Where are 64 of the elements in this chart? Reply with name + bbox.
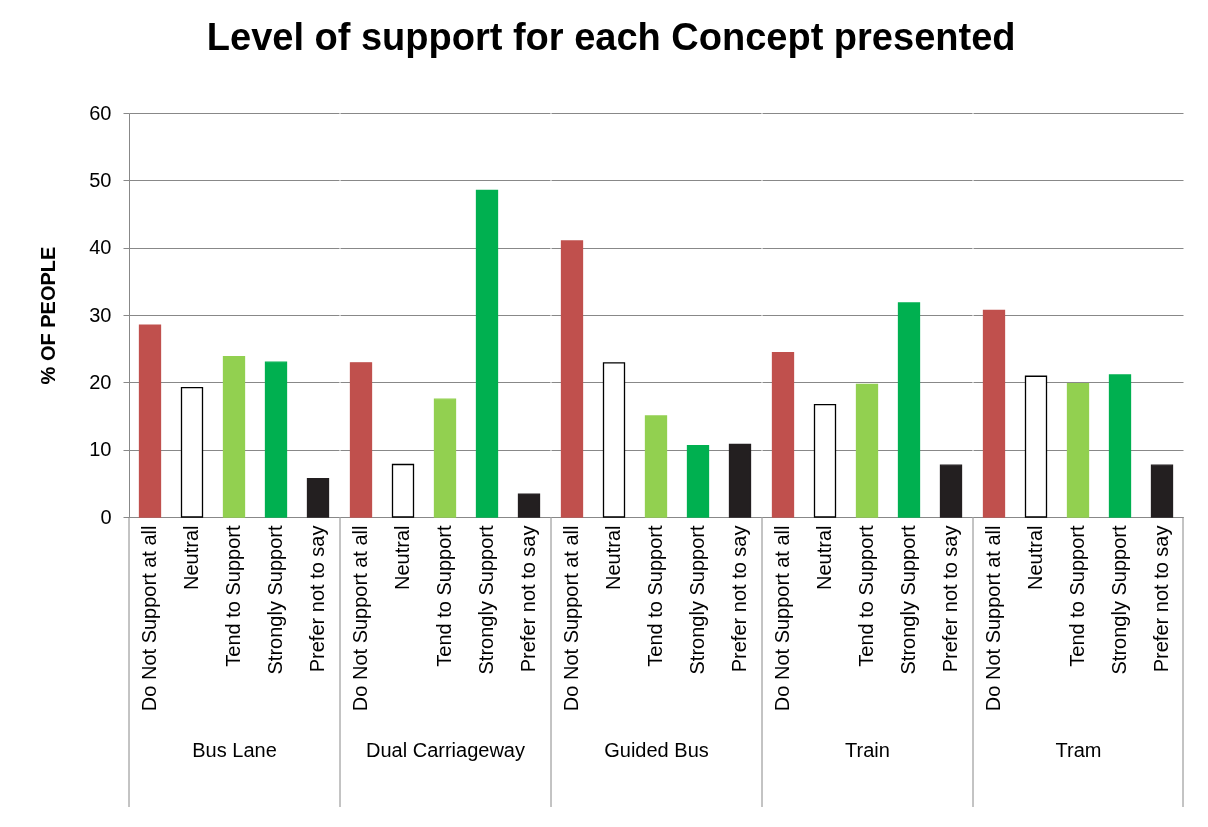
x-tick-label: Tend to Support xyxy=(1066,525,1088,667)
bar xyxy=(644,415,668,518)
y-tick-label: 30 xyxy=(89,303,112,326)
bar xyxy=(433,398,457,518)
x-tick-label: Do Not Support at all xyxy=(138,525,160,712)
x-tick-label: Tend to Support xyxy=(433,525,455,667)
x-tick-label: Prefer not to say xyxy=(1150,525,1172,673)
bar xyxy=(939,464,963,518)
bar xyxy=(1150,464,1174,518)
x-tick-label: Tend to Support xyxy=(644,525,666,667)
bar xyxy=(138,324,162,518)
x-tick-label: Strongly Support xyxy=(897,525,919,675)
bar xyxy=(686,444,710,518)
text: Level of support for each Concept presented xyxy=(206,16,1016,58)
bar xyxy=(560,240,584,518)
bar xyxy=(349,362,373,518)
x-tick-label: Prefer not to say xyxy=(939,525,961,673)
bar xyxy=(982,309,1006,518)
x-axis-title: Guided Bus xyxy=(604,739,709,762)
x-tick-label: Tend to Support xyxy=(855,525,877,667)
y-axis-title: % OF PEOPLE xyxy=(37,246,60,385)
bar xyxy=(475,189,499,518)
x-tick-label: Strongly Support xyxy=(1108,525,1130,675)
x-tick-label: Neutral xyxy=(813,525,835,590)
x-tick-label: Tend to Support xyxy=(222,525,244,667)
bar xyxy=(1024,375,1048,518)
x-axis-title: Dual Carriageway xyxy=(366,739,525,762)
x-axis-title: Tram xyxy=(1055,739,1102,762)
bar xyxy=(771,352,795,518)
x-tick-label: Strongly Support xyxy=(686,525,708,675)
x-tick-label: Neutral xyxy=(391,525,413,590)
x-tick-label: Strongly Support xyxy=(475,525,497,675)
x-axis-title: Train xyxy=(845,739,890,762)
bar xyxy=(1108,374,1132,518)
y-tick-label: 40 xyxy=(89,236,112,259)
x-tick-label: Prefer not to say xyxy=(728,525,750,673)
x-tick-label: Do Not Support at all xyxy=(349,525,371,712)
bar xyxy=(391,463,415,518)
y-tick-label: 0 xyxy=(100,505,112,528)
bar xyxy=(517,493,541,518)
x-tick-label: Neutral xyxy=(602,525,624,590)
bar xyxy=(306,477,330,518)
bar xyxy=(855,383,879,518)
x-axis-title: Bus Lane xyxy=(192,739,277,762)
bar xyxy=(897,302,921,518)
y-tick-label: 20 xyxy=(89,370,112,393)
x-tick-label: Prefer not to say xyxy=(306,525,328,673)
y-tick-label: 50 xyxy=(89,168,112,191)
bar xyxy=(813,403,837,518)
x-tick-label: Neutral xyxy=(1024,525,1046,590)
bar xyxy=(264,361,288,518)
bar xyxy=(728,443,752,518)
y-tick-label: 60 xyxy=(89,101,112,124)
bar xyxy=(222,356,246,518)
x-tick-label: Strongly Support xyxy=(264,525,286,675)
x-tick-label: Neutral xyxy=(180,525,202,590)
x-tick-label: Prefer not to say xyxy=(517,525,539,673)
bar xyxy=(180,387,204,518)
bar xyxy=(1066,383,1090,518)
y-tick-label: 10 xyxy=(89,438,112,461)
x-tick-label: Do Not Support at all xyxy=(982,525,1004,712)
x-tick-label: Do Not Support at all xyxy=(771,525,793,712)
x-tick-label: Do Not Support at all xyxy=(560,525,582,712)
bar xyxy=(602,362,626,518)
